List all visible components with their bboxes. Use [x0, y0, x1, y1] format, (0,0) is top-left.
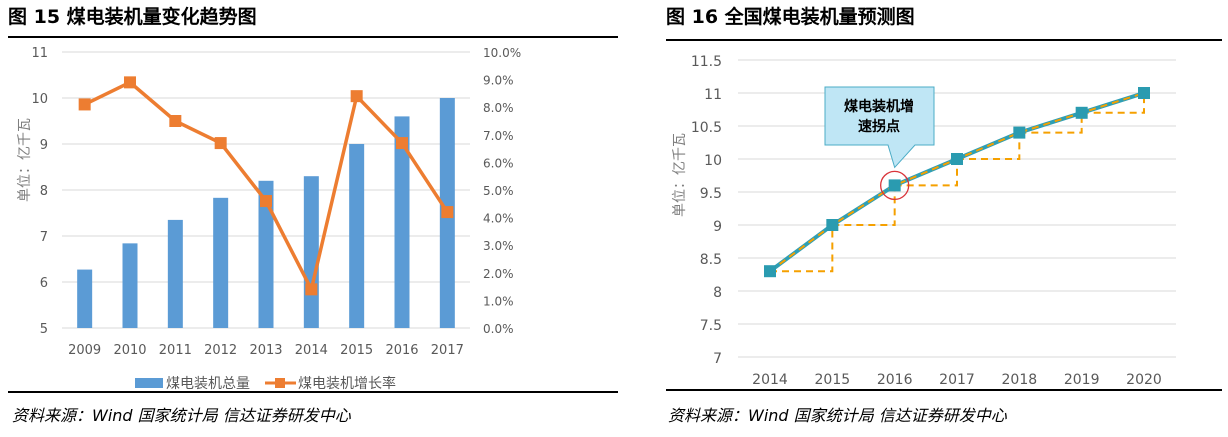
- x-tick-label: 2017: [431, 343, 464, 358]
- y2-tick-label: 0.0%: [483, 322, 514, 336]
- growth-marker: [396, 137, 408, 150]
- forecast-marker: [1075, 106, 1088, 119]
- x-tick-label: 2016: [877, 372, 913, 388]
- forecast-marker: [951, 153, 963, 165]
- x-tick-label: 2017: [939, 372, 975, 388]
- coal-capacity-trend-chart: 5 6 7 8 9 10 11 0.0% 1.0% 2.0% 3.0% 4.0% 5.0% 6.0% 7.0…: [17, 46, 521, 392]
- y2-tick-label: 10.0%: [483, 46, 521, 60]
- x-tick-label: 2016: [385, 343, 418, 358]
- bar: [213, 197, 229, 328]
- growth-marker: [305, 283, 318, 296]
- callout-box: [824, 86, 935, 169]
- y-tick-label: 6: [40, 276, 48, 291]
- bar: [258, 180, 274, 328]
- x-tick-label: 2010: [113, 343, 146, 358]
- y2-tick-label: 4.0%: [483, 212, 514, 226]
- y-tick-label: 8.5: [700, 252, 722, 268]
- growth-marker: [78, 98, 91, 111]
- forecast-marker: [1013, 126, 1026, 139]
- callout-text-line1: 煤电装机增: [844, 98, 914, 115]
- x-tick-label: 2014: [752, 372, 788, 388]
- growth-marker: [169, 115, 182, 127]
- forecast-marker: [764, 265, 776, 278]
- y-tick-label: 8: [40, 184, 48, 199]
- y-tick-label: 7: [40, 230, 48, 245]
- y-tick-label: 5: [40, 322, 48, 337]
- y2-tick-label: 6.0%: [483, 156, 514, 170]
- growth-marker: [260, 195, 272, 208]
- y-axis-title: 单位：亿千瓦: [17, 118, 33, 202]
- y2-tick-label: 1.0%: [483, 294, 514, 308]
- x-tick-label: 2018: [1002, 372, 1038, 388]
- bar: [349, 144, 365, 328]
- y2-tick-label: 8.0%: [483, 101, 514, 115]
- left-top-rule: [8, 36, 618, 38]
- bar: [394, 116, 410, 329]
- y2-tick-label: 7.0%: [483, 129, 514, 143]
- y-tick-label: 9.5: [700, 186, 722, 202]
- y-tick-label: 11.5: [691, 54, 722, 70]
- y-tick-label: 7: [713, 351, 722, 367]
- y-tick-label: 7.5: [700, 318, 722, 334]
- y-tick-label: 10: [704, 153, 722, 169]
- y-tick-label: 11: [31, 46, 48, 61]
- right-source: 资料来源：Wind 国家统计局 信达证券研发中心: [668, 406, 1007, 425]
- y2-tick-label: 2.0%: [483, 267, 514, 281]
- right-top-rule: [666, 39, 1222, 41]
- forecast-marker: [888, 179, 901, 192]
- x-tick-label: 2019: [1064, 372, 1100, 388]
- forecast-marker: [826, 219, 839, 231]
- y2-tick-label: 9.0%: [483, 74, 514, 88]
- right-figure-title: 图 16 全国煤电装机量预测图: [666, 6, 915, 28]
- right-bottom-rule: [666, 389, 1222, 391]
- left-source: 资料来源：Wind 国家统计局 信达证券研发中心: [12, 406, 351, 425]
- x-tick-label: 2014: [295, 343, 328, 358]
- growth-marker: [441, 206, 454, 219]
- y-tick-label: 11: [704, 87, 722, 103]
- growth-marker: [124, 76, 136, 89]
- x-tick-label: 2009: [68, 343, 101, 358]
- legend-bar-label: 煤电装机总量: [166, 376, 250, 392]
- legend-bar-swatch: [135, 378, 163, 388]
- y2-tick-label: 3.0%: [483, 239, 514, 253]
- legend-line-marker: [275, 378, 285, 388]
- bar: [77, 269, 93, 328]
- y-tick-label: 10.5: [691, 120, 722, 136]
- callout-text-line2: 速拐点: [858, 118, 900, 135]
- highlight-circle: [880, 170, 910, 201]
- left-bottom-rule: [8, 391, 618, 393]
- forecast-marker: [1138, 87, 1150, 99]
- x-tick-label: 2015: [340, 343, 373, 358]
- y-tick-label: 9: [40, 138, 48, 153]
- coal-capacity-forecast-chart: 7 7.5 8 8.5 9 9.5 10 10.5 11 11.5 2014 2015 2016 2017…: [672, 54, 1176, 388]
- x-tick-label: 2020: [1126, 372, 1162, 388]
- legend-line-label: 煤电装机增长率: [298, 375, 396, 392]
- x-tick-label: 2013: [249, 343, 282, 358]
- step-guide-lines: [770, 93, 1145, 273]
- growth-marker: [214, 137, 227, 150]
- growth-marker: [350, 90, 363, 103]
- y-tick-label: 10: [31, 92, 48, 107]
- y-axis-title: 单位：亿千瓦: [672, 133, 688, 217]
- bar: [122, 243, 138, 328]
- left-figure-title: 图 15 煤电装机量变化趋势图: [8, 6, 257, 28]
- y-tick-label: 9: [713, 219, 722, 235]
- x-tick-label: 2011: [159, 343, 192, 358]
- x-tick-label: 2012: [204, 343, 237, 358]
- bar: [167, 219, 183, 328]
- x-tick-label: 2015: [815, 372, 851, 388]
- y2-tick-label: 5.0%: [483, 184, 514, 198]
- y-tick-label: 8: [713, 285, 722, 301]
